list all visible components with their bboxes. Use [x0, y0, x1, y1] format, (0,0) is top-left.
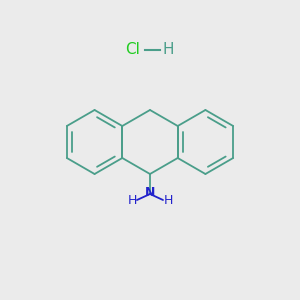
Text: H: H [162, 43, 174, 58]
Text: N: N [145, 187, 155, 200]
Text: Cl: Cl [125, 43, 140, 58]
Text: H: H [127, 194, 137, 206]
Text: H: H [163, 194, 173, 206]
